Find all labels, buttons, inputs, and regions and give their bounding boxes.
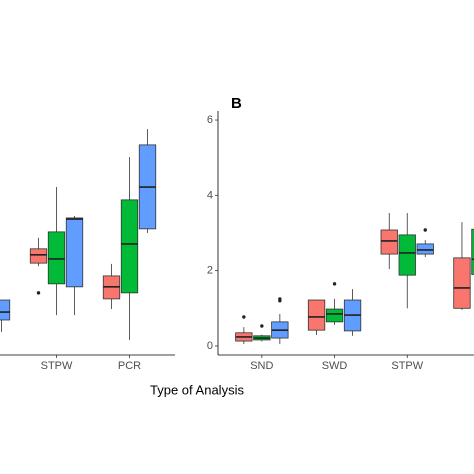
x-tick-label: STPW <box>41 360 73 372</box>
x-tick-label: SWD <box>322 360 348 372</box>
box <box>65 217 84 288</box>
outlier <box>242 315 246 319</box>
x-tick-label: SND <box>250 360 273 372</box>
box <box>453 257 471 309</box>
box <box>325 308 344 323</box>
x-axis-title: Type of Analysis <box>150 382 244 397</box>
panel-label: B <box>231 95 242 112</box>
outlier <box>332 282 337 286</box>
x-tick-label: STPW <box>391 360 423 372</box>
y-tick-label: 4 <box>207 189 213 201</box>
box <box>0 299 11 321</box>
box <box>416 243 434 255</box>
box <box>47 231 66 285</box>
y-tick-label: 2 <box>207 265 213 277</box>
outlier <box>36 291 41 295</box>
box <box>398 234 416 276</box>
y-tick-label: 6 <box>207 114 213 126</box>
outlier <box>278 299 282 303</box>
box <box>380 229 398 255</box>
box <box>307 299 326 331</box>
box <box>120 199 139 294</box>
x-tick-label: PCR <box>118 360 141 372</box>
box <box>471 228 474 275</box>
y-tick-label: 0 <box>207 340 213 352</box>
box <box>29 248 48 264</box>
outlier <box>260 324 264 328</box>
outlier <box>423 228 427 232</box>
